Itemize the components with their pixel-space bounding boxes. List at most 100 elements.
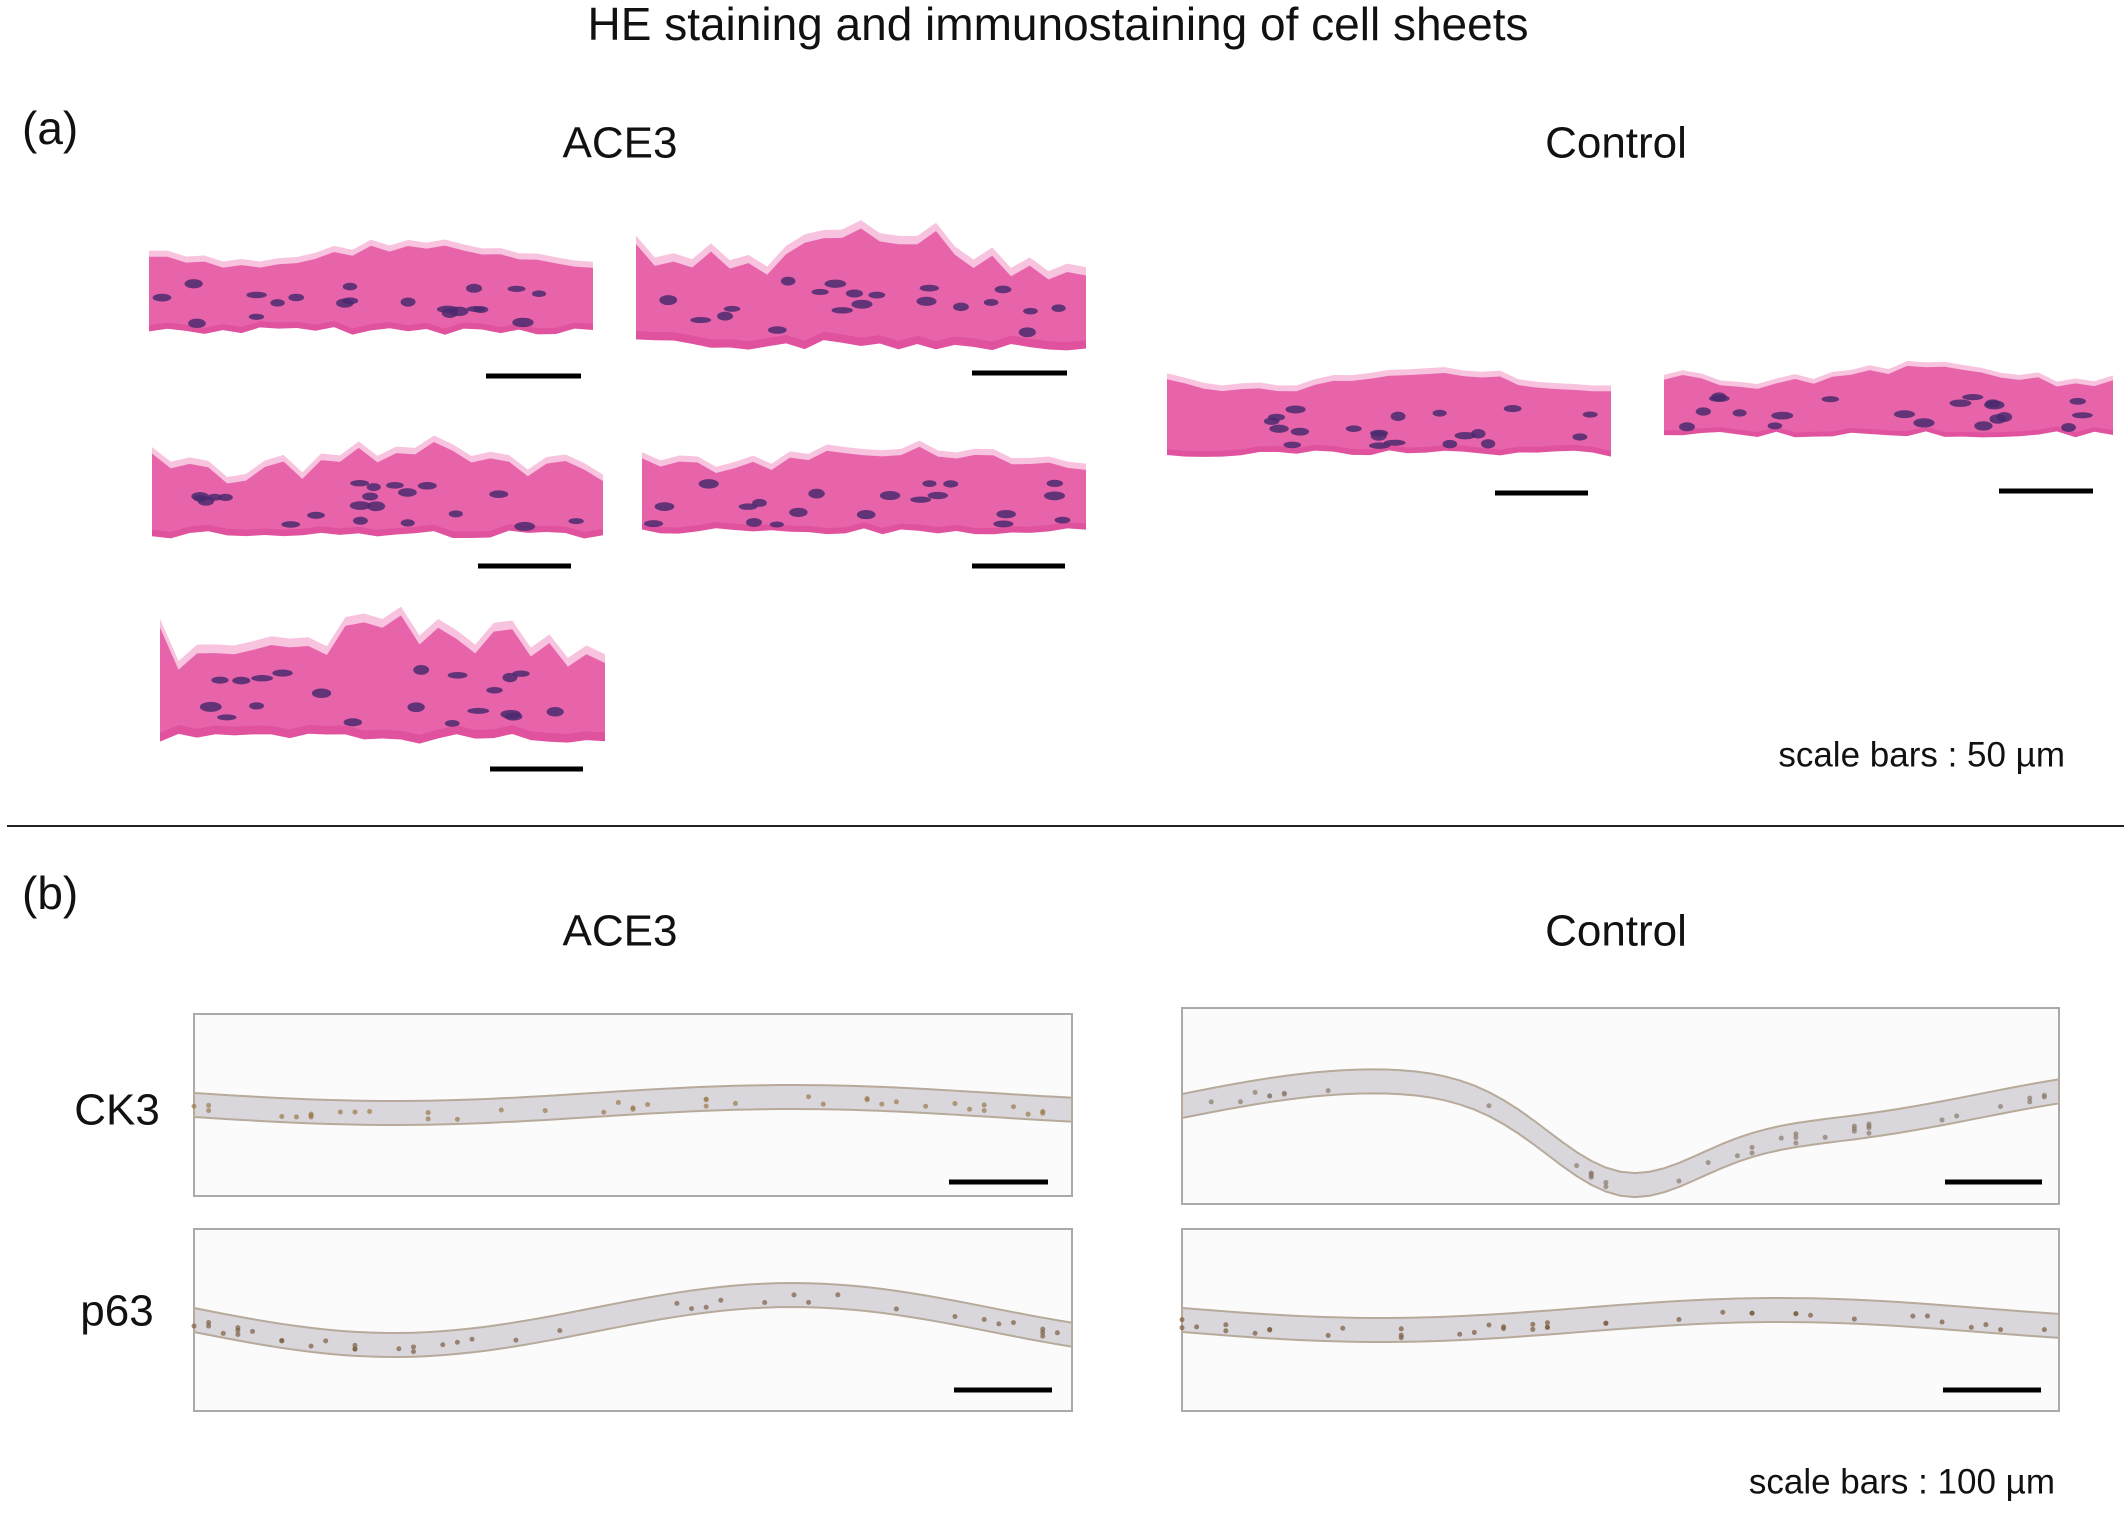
stain-dot (1603, 1184, 1609, 1190)
nucleus (1046, 479, 1064, 488)
nucleus (546, 707, 564, 717)
stain-dot (220, 1330, 226, 1336)
nucleus (232, 676, 251, 685)
nucleus (789, 507, 808, 517)
nucleus (217, 493, 233, 502)
stain-dot (279, 1337, 285, 1343)
stain-dot (1486, 1322, 1492, 1328)
nucleus (398, 488, 417, 497)
tissue-light (149, 239, 593, 329)
he-image (642, 440, 1086, 535)
stain-dot (411, 1349, 416, 1355)
nucleus (690, 316, 712, 324)
he-image (152, 435, 603, 539)
nucleus (251, 675, 274, 682)
he-image (636, 220, 1086, 351)
stain-dot (293, 1114, 299, 1120)
stain-dot (1676, 1178, 1682, 1184)
nucleus (919, 284, 940, 292)
stain-dot (762, 1300, 768, 1306)
stain-dot (1793, 1311, 1799, 1317)
tissue (642, 446, 1086, 535)
nucleus (1290, 427, 1310, 436)
nucleus (467, 707, 490, 714)
stain-dot (1749, 1150, 1755, 1156)
nucleus (184, 279, 203, 289)
stain-dot (1778, 1135, 1784, 1141)
stain-dot (411, 1344, 416, 1350)
nucleus (993, 520, 1014, 528)
stain-dot (1749, 1310, 1755, 1316)
nucleus (342, 297, 359, 305)
nucleus (512, 670, 530, 677)
stain-dot (1237, 1099, 1243, 1105)
stain-dot (1010, 1104, 1016, 1110)
nucleus (362, 492, 379, 501)
nucleus (342, 282, 358, 291)
nucleus (311, 688, 332, 699)
nucleus (1821, 396, 1840, 403)
nucleus (1269, 424, 1289, 433)
stain-dot (2041, 1327, 2047, 1333)
stain-dot (1603, 1179, 1609, 1185)
nucleus (1442, 439, 1458, 449)
stain-dot (454, 1116, 460, 1122)
nucleus (1503, 405, 1522, 413)
stain-dot (1530, 1326, 1536, 1332)
nucleus (1582, 411, 1598, 418)
stain-dot (674, 1300, 680, 1306)
nucleus (512, 317, 534, 328)
nucleus (1390, 411, 1406, 422)
stain-dot (601, 1109, 607, 1115)
nucleus (1974, 421, 1993, 431)
stain-dot (1194, 1324, 1200, 1330)
nucleus (2069, 397, 2086, 405)
nucleus (1285, 405, 1306, 414)
tissue (160, 615, 605, 744)
nucleus (953, 302, 969, 312)
stain-dot (1866, 1123, 1872, 1129)
nucleus (272, 669, 293, 677)
stain-dot (806, 1094, 812, 1100)
stain-dot (703, 1103, 709, 1109)
stain-dot (1544, 1320, 1550, 1326)
nucleus (1018, 327, 1036, 338)
stain-dot (1822, 1134, 1828, 1140)
nucleus (366, 501, 386, 512)
nucleus (486, 686, 503, 694)
stain-dot (1851, 1316, 1857, 1322)
nucleus (307, 511, 325, 519)
tissue (1167, 372, 1611, 457)
nucleus (407, 702, 425, 713)
nucleus (2061, 422, 2076, 432)
stain-dot (630, 1106, 636, 1112)
nucleus (1054, 516, 1071, 524)
nucleus (288, 293, 305, 302)
nucleus (350, 480, 370, 487)
stain-dot (308, 1343, 314, 1349)
stain-dot (1223, 1328, 1229, 1334)
stain-dot (1252, 1330, 1258, 1336)
nucleus (413, 665, 430, 675)
nucleus (767, 326, 787, 334)
nucleus (386, 482, 404, 489)
nucleus (1771, 411, 1794, 420)
stain-dot (1851, 1128, 1857, 1134)
nucleus (568, 518, 584, 525)
nucleus (500, 709, 521, 719)
nucleus (1051, 304, 1066, 312)
nucleus (780, 276, 796, 286)
panel-label: (b) (22, 867, 78, 919)
nucleus (698, 479, 719, 489)
nucleus (879, 491, 901, 501)
nucleus (417, 482, 437, 490)
stain-dot (1939, 1117, 1945, 1123)
nucleus (447, 671, 468, 679)
nucleus (1732, 409, 1747, 417)
nucleus (448, 510, 463, 518)
nucleus (444, 719, 460, 727)
stain-dot (893, 1306, 899, 1312)
nucleus (281, 521, 301, 528)
nucleus (738, 503, 758, 510)
nucleus (152, 293, 172, 302)
